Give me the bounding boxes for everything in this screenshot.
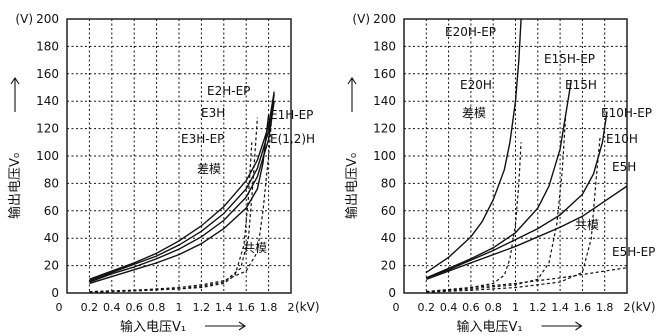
series-line-e20h-ep bbox=[425, 19, 522, 274]
y-tick-label: 120 bbox=[373, 122, 396, 136]
x-tick-label: 1.8 bbox=[596, 301, 614, 314]
y-tick-label: 0 bbox=[51, 286, 59, 300]
y-tick-label: 60 bbox=[381, 204, 396, 218]
y-tick-label: 140 bbox=[36, 94, 59, 108]
series-line-common-mode bbox=[426, 114, 567, 293]
x-axis-arrow bbox=[205, 321, 246, 331]
y-tick-label: 40 bbox=[44, 231, 59, 245]
series-line-common-mode bbox=[426, 135, 601, 293]
series-line-e5h-ep bbox=[426, 267, 627, 293]
chart-right: 0 0.2 0.4 0.6 0.8 1 1.2 1.4 1.6 1.8 20204060801001… bbox=[344, 12, 656, 335]
x-tick-label: 1 bbox=[512, 301, 519, 314]
y-tick-label: 160 bbox=[373, 67, 396, 81]
series-line-e2h-ep bbox=[89, 91, 275, 280]
y-tick-label: 20 bbox=[381, 259, 396, 273]
x-axis-label: 输入电压V₁ bbox=[456, 319, 522, 335]
y-tick-label: 100 bbox=[36, 149, 59, 163]
curve-label: 差模 bbox=[462, 106, 486, 120]
curve-label: E15H-EP bbox=[544, 52, 595, 66]
x-tick-label: 1.2 bbox=[193, 301, 211, 314]
x-tick-label: 1.6 bbox=[574, 301, 592, 314]
series-line-common-mode bbox=[426, 142, 522, 293]
plot-frame bbox=[66, 18, 292, 294]
y-tick-label: 200 bbox=[36, 12, 59, 26]
x-tick-label: 0.8 bbox=[148, 301, 166, 314]
x-tick-label: 0.6 bbox=[125, 301, 143, 314]
curve-label: E3H-EP bbox=[181, 132, 224, 146]
x-tick-label: 0.6 bbox=[462, 301, 480, 314]
curve-label: 共模 bbox=[243, 241, 267, 255]
curve-label: E1H-EP bbox=[270, 108, 313, 122]
curve-label: E3H bbox=[201, 106, 225, 120]
x-tick-label: 1.4 bbox=[215, 301, 233, 314]
curve-label: E20H bbox=[460, 78, 492, 92]
y-tick-label: 0 bbox=[388, 286, 396, 300]
curve-label: E15H bbox=[565, 78, 597, 92]
curve-label: E2H-EP bbox=[207, 84, 250, 98]
curve-label: E5H bbox=[612, 160, 636, 174]
x-unit-label: (kV) bbox=[295, 300, 320, 314]
y-tick-label: 60 bbox=[44, 204, 59, 218]
y-axis-label: 输出电压V₀ bbox=[344, 153, 360, 219]
series-line-common-mode bbox=[89, 101, 274, 293]
curve-label: E10H bbox=[606, 132, 638, 146]
curve-label: E10H-EP bbox=[601, 106, 652, 120]
series-line-common-mode bbox=[89, 117, 258, 293]
y-axis-arrow bbox=[10, 77, 20, 112]
series-line-e5h bbox=[426, 185, 627, 280]
x-tick-label: 1.2 bbox=[529, 301, 547, 314]
y-tick-label: 80 bbox=[381, 176, 396, 190]
x-tick-label: 0.2 bbox=[81, 301, 99, 314]
x-axis-label: 输入电压V₁ bbox=[120, 319, 186, 335]
y-unit-label: (V) bbox=[352, 12, 370, 26]
curve-label: E(1,2)H bbox=[270, 132, 315, 146]
y-tick-label: 20 bbox=[44, 259, 59, 273]
y-axis-arrow bbox=[347, 77, 357, 112]
series-line-e3h bbox=[89, 94, 275, 282]
x-tick-label: 0.8 bbox=[484, 301, 502, 314]
y-tick-label: 80 bbox=[44, 176, 59, 190]
series-line-e-1-2-h bbox=[89, 114, 270, 285]
curve-label: E20H-EP bbox=[445, 25, 496, 39]
x-tick-label: 1 bbox=[176, 301, 183, 314]
plot-frame bbox=[403, 18, 628, 294]
series-line-e20h bbox=[426, 80, 572, 279]
x-tick-label: 1.6 bbox=[237, 301, 255, 314]
curve-label: 差模 bbox=[197, 162, 221, 176]
y-axis-label: 输出电压V₀ bbox=[7, 153, 23, 219]
y-tick-label: 100 bbox=[373, 149, 396, 163]
y-tick-label: 140 bbox=[373, 94, 396, 108]
y-tick-label: 160 bbox=[36, 67, 59, 81]
y-tick-label: 40 bbox=[381, 231, 396, 245]
curve-label: 共模 bbox=[575, 218, 599, 232]
y-tick-label: 120 bbox=[36, 122, 59, 136]
y-tick-label: 180 bbox=[373, 39, 396, 53]
x-tick-label: 2 bbox=[624, 301, 631, 314]
y-unit-label: (V) bbox=[15, 12, 33, 26]
x-tick-label: 2 bbox=[288, 301, 295, 314]
x-tick-label: 0.2 bbox=[418, 301, 436, 314]
x-tick-label: 0 bbox=[393, 301, 400, 314]
series-line-e15h bbox=[426, 112, 608, 279]
x-tick-label: 0.4 bbox=[103, 301, 121, 314]
x-tick-label: 0 bbox=[56, 301, 63, 314]
x-tick-label: 1.8 bbox=[260, 301, 278, 314]
y-tick-label: 180 bbox=[36, 39, 59, 53]
y-tick-label: 200 bbox=[373, 12, 396, 26]
x-axis-arrow bbox=[541, 321, 583, 331]
curve-label: E5H-EP bbox=[612, 245, 655, 259]
series-line-common-mode bbox=[89, 142, 253, 293]
x-unit-label: (kV) bbox=[631, 300, 656, 314]
series-line-e3h-ep bbox=[89, 101, 275, 283]
x-tick-label: 0.4 bbox=[440, 301, 458, 314]
chart-left: 0 0.2 0.4 0.6 0.8 1 1.2 1.4 1.6 1.8 20204060801001… bbox=[7, 12, 320, 335]
x-tick-label: 1.4 bbox=[551, 301, 569, 314]
